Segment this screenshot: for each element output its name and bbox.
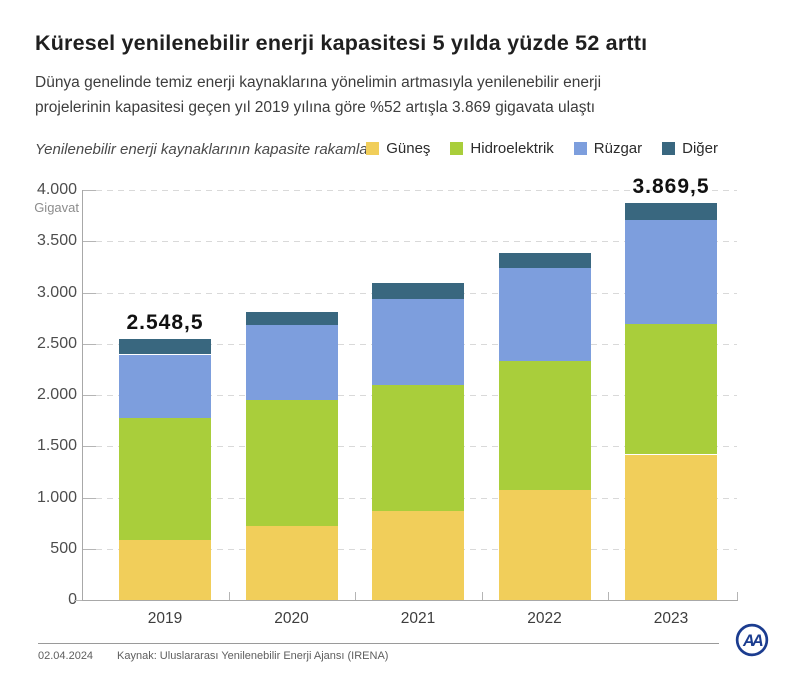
bar-segment-2019-rüzgar [119,354,211,418]
y-axis-tick-label: 1.000 [36,488,77,506]
bar-segment-2022-diğer [498,252,591,268]
x-axis-label-2019: 2019 [147,610,183,627]
bar-segment-2023-güneş [625,454,717,600]
gridline [96,241,737,243]
page-title: Küresel yenilenebilir enerji kapasitesi … [35,31,648,55]
y-axis-tick [82,241,96,243]
legend-swatch-icon [450,142,464,155]
bar-segment-2021-rüzgar [372,298,464,385]
y-axis-tick-label: 2.000 [36,386,77,403]
legend-swatch-icon [662,142,676,155]
y-axis-tick [82,497,96,499]
y-axis-tick-label: 3.500 [36,232,77,250]
bar-segment-2023-hidroelektrik [625,324,717,455]
bar-segment-2020-rüzgar [245,324,338,401]
bar-segment-2021-hidroelektrik [372,384,464,511]
legend-item-3: Diğer [662,140,718,157]
category-boundary-tick [355,592,356,600]
bar-segment-2020-hidroelektrik [245,400,338,526]
aa-logo-text: AA [742,632,763,650]
stacked-bar-chart: 4.000 3.500 3.000 2.500 2.000 1.500 1.000 500 0 G… [0,170,800,640]
y-axis-tick-label: 0 [68,591,77,608]
legend-item-2: Rüzgar [573,140,643,157]
x-axis-origin-tick [74,600,82,601]
axis-end-tick [737,592,738,600]
bar-segment-2019-diğer [119,338,211,355]
gridline [96,190,737,191]
aa-logo-circle [735,623,769,657]
footer-source: Kaynak: Uluslararası Yenilenebilir Enerj… [117,650,389,662]
category-boundary-tick [481,592,483,600]
y-axis-tick [82,548,96,550]
bar-segment-2023-diğer [625,203,717,220]
y-axis-unit: Gigavat [34,200,79,215]
legend-swatch-icon [366,142,380,155]
y-axis-tick-label: 500 [50,539,77,557]
legend-swatch-icon [573,142,587,155]
legend-label: Hidroelektrik [470,140,554,157]
y-axis-tick-label: 1.500 [36,437,77,455]
y-axis-tick [82,190,96,191]
y-axis-tick-label: 2.500 [36,334,77,352]
y-axis-tick [82,343,96,345]
legend-label: Rüzgar [593,140,643,157]
y-axis-line [82,190,83,600]
bar-segment-2022-hidroelektrik [498,361,591,490]
footer-divider [38,643,719,644]
bar-segment-2019-hidroelektrik [119,417,211,540]
x-axis-line [82,600,738,601]
y-axis-tick [82,446,96,448]
bar-segment-2019-güneş [119,539,211,600]
legend-item-1: Hidroelektrik [450,140,554,157]
y-axis-tick-label: 3.000 [36,283,77,301]
chart-caption: Yenilenebilir enerji kaynaklarının kapas… [35,141,377,158]
x-axis-label-2021: 2021 [400,610,436,627]
subtitle: Dünya genelinde temiz enerji kaynakların… [35,74,602,116]
bar-segment-2022-güneş [498,489,591,600]
legend-label: Diğer [682,140,718,157]
y-axis-tick [82,395,96,396]
y-axis-tick [82,292,96,294]
category-boundary-tick [608,592,609,600]
legend: Güneş Hidroelektrik Rüzgar Diğer [366,140,718,157]
x-axis-label-2022: 2022 [527,610,562,627]
bar-total-label-2019: 2.548,5 [126,310,204,334]
aa-agency-logo: AA [735,623,769,657]
bar-segment-2023-rüzgar [625,219,717,325]
footer-date: 02.04.2024 [38,650,94,662]
bar-segment-2020-güneş [245,525,338,600]
legend-label: Güneş [386,140,431,157]
x-axis-label-2023: 2023 [653,610,689,627]
y-axis-tick-label: 4.000 [36,181,77,198]
bar-segment-2021-diğer [372,283,464,299]
bar-total-label-2023: 3.869,5 [632,175,710,199]
legend-item-0: Güneş [366,140,430,157]
bar-segment-2021-güneş [372,510,464,600]
bar-segment-2022-rüzgar [498,267,591,362]
x-axis-label-2020: 2020 [274,610,309,627]
bar-segment-2020-diğer [245,312,338,325]
category-boundary-tick [228,592,230,600]
